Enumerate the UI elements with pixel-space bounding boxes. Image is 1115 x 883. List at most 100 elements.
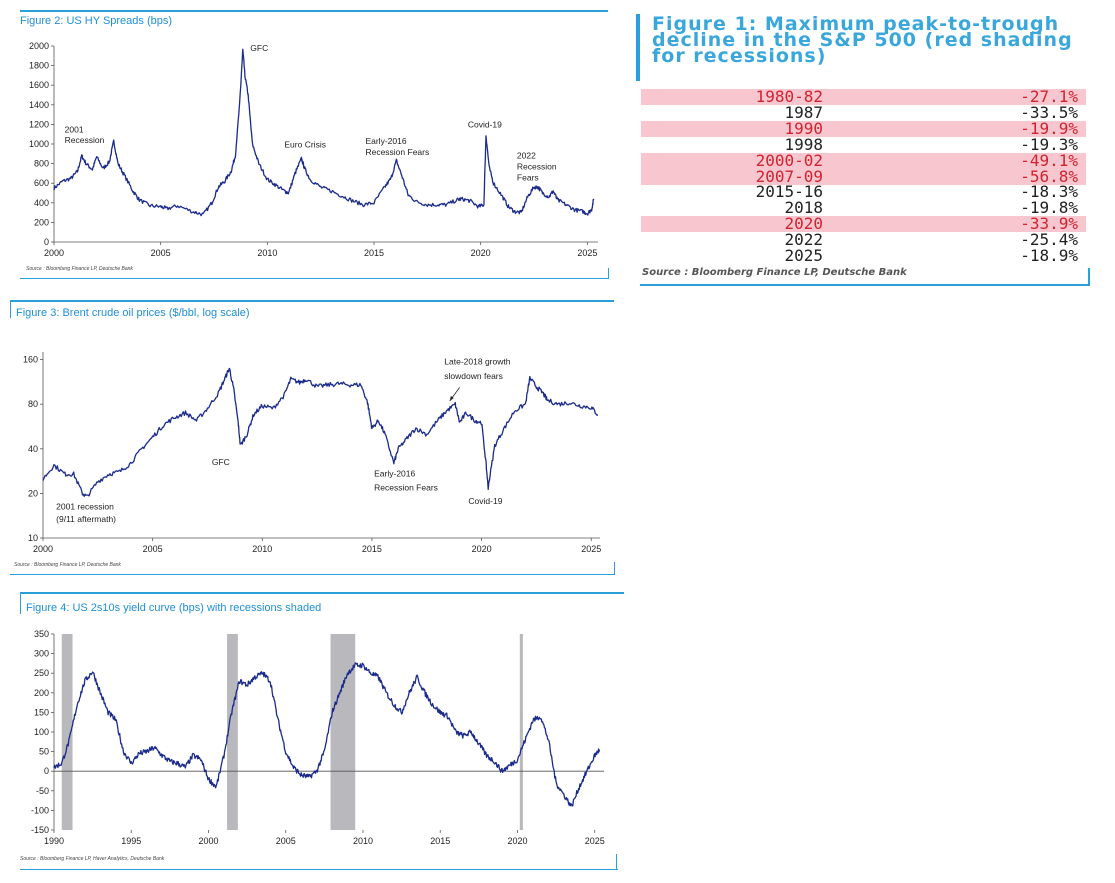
table-cell-decline: -27.1% bbox=[1020, 87, 1078, 106]
figure2-series-line bbox=[53, 48, 595, 217]
figure2-annotation: Fears bbox=[517, 172, 539, 182]
table-cell-year: 2007-09 bbox=[755, 166, 823, 186]
figure4-source: Source : Bloomberg Finance LP, Haver Ana… bbox=[20, 856, 165, 862]
table-row: 2025 -18.9% bbox=[641, 248, 1086, 264]
figure2-y-tick-label: 1800 bbox=[29, 61, 49, 71]
table-cell-decline: -19.3% bbox=[1020, 134, 1078, 154]
figure2-annotation: GFC bbox=[250, 43, 268, 53]
figure4-x-tick-label: 2020 bbox=[507, 836, 527, 846]
figure4-y-tick-label: 50 bbox=[39, 747, 49, 757]
figure2-annotation: Recession bbox=[517, 161, 557, 171]
figure2-annotation: Euro Crisis bbox=[284, 139, 326, 149]
figure1-side-rule bbox=[1088, 268, 1090, 286]
figure4-recession-band bbox=[519, 634, 523, 830]
figure3-x-tick-label: 2020 bbox=[472, 544, 492, 554]
table-cell-year: 2000-02 bbox=[755, 150, 823, 170]
table-row: 1987 -33.5% bbox=[641, 102, 1086, 122]
figure2-x-tick-label: 2005 bbox=[151, 248, 171, 258]
table-row: 2007-09 -56.8% bbox=[641, 166, 1086, 186]
figure4-series-line bbox=[53, 662, 601, 807]
figure2-y-tick-label: 600 bbox=[34, 178, 49, 188]
figure4-bottom-rule bbox=[20, 869, 618, 870]
figure4-y-tick-label: 200 bbox=[34, 688, 49, 698]
figure2-annotation: 2022 bbox=[517, 151, 536, 161]
figure3-title: Figure 3: Brent crude oil prices ($/bbl,… bbox=[16, 307, 250, 319]
figure3-annotation: Covid-19 bbox=[468, 496, 502, 506]
table-cell-year: 2015-16 bbox=[755, 182, 823, 202]
figure3-x-tick-label: 2005 bbox=[143, 544, 163, 554]
figure3-x-tick-label: 2025 bbox=[581, 544, 601, 554]
table-cell-decline: -18.9% bbox=[1020, 246, 1078, 265]
figure3-x-tick-label: 2015 bbox=[362, 544, 382, 554]
figure4-y-tick-label: 100 bbox=[34, 727, 49, 737]
figure4-y-tick-label: -150 bbox=[31, 825, 49, 835]
figure3-annotation: 2001 recession bbox=[56, 501, 114, 511]
figure2-y-tick-label: 1400 bbox=[29, 100, 49, 110]
figure4-recession-band bbox=[330, 634, 356, 830]
figure3-y-tick-label: 10 bbox=[28, 533, 38, 543]
figure2-side-rule bbox=[608, 268, 609, 279]
figure2-panel: Figure 2: US HY Spreads (bps) 0 200 400 600… bbox=[20, 10, 610, 282]
figure3-annotation: Late-2018 growth bbox=[444, 357, 510, 367]
figure4-recession-band bbox=[227, 634, 238, 830]
table-cell-decline: -19.9% bbox=[1020, 118, 1078, 138]
table-row: 2018 -19.8% bbox=[641, 200, 1086, 216]
figure1-bottom-rule bbox=[640, 284, 1088, 286]
figure2-annotation: 2001 bbox=[65, 125, 84, 135]
figure4-x-tick-label: 2005 bbox=[276, 836, 296, 846]
figure3-x-tick-label: 2010 bbox=[252, 544, 272, 554]
figure4-y-tick-label: -100 bbox=[31, 805, 49, 815]
figure4-top-rule bbox=[20, 592, 624, 594]
table-cell-decline: -25.4% bbox=[1020, 230, 1078, 250]
figure3-y-tick-label: 20 bbox=[28, 488, 38, 498]
figure2-chart: 0 200 400 600 800 1000 1200 1400 1600 1800 2000 200… bbox=[29, 41, 598, 258]
figure4-x-tick-label: 1990 bbox=[44, 836, 64, 846]
figure1-source: Source : Bloomberg Finance LP, Deutsche … bbox=[642, 267, 907, 278]
figure3-bottom-rule bbox=[10, 574, 614, 575]
figure2-y-tick-label: 0 bbox=[44, 237, 49, 247]
table-cell-decline: -56.8% bbox=[1020, 166, 1078, 186]
figure4-x-tick-label: 2000 bbox=[198, 836, 218, 846]
table-row: 2015-16 -18.3% bbox=[641, 184, 1086, 200]
figure2-y-tick-label: 400 bbox=[34, 198, 49, 208]
figure3-series-line bbox=[42, 367, 599, 497]
figure4-y-tick-label: 250 bbox=[34, 668, 49, 678]
figure1-accent-bar bbox=[636, 14, 640, 81]
table-row: 1980-82 -27.1% bbox=[641, 89, 1086, 105]
figure4-title: Figure 4: US 2s10s yield curve (bps) wit… bbox=[26, 602, 322, 614]
table-cell-year: 1990 bbox=[784, 118, 823, 138]
table-cell-year: 2025 bbox=[784, 246, 823, 265]
figure2-y-tick-label: 2000 bbox=[29, 41, 49, 51]
figure2-annotation: Recession Fears bbox=[365, 147, 429, 157]
table-cell-year: 1980-82 bbox=[755, 87, 823, 106]
table-cell-decline: -18.3% bbox=[1020, 182, 1078, 202]
figure4-y-tick-label: 350 bbox=[34, 629, 49, 639]
figure3-side-rule bbox=[614, 562, 615, 575]
table-cell-decline: -33.5% bbox=[1020, 102, 1078, 122]
figure2-annotation: Covid-19 bbox=[468, 119, 502, 129]
figure2-x-tick-label: 2000 bbox=[44, 248, 64, 258]
figure4-y-tick-label: 300 bbox=[34, 649, 49, 659]
table-row: 2022 -25.4% bbox=[641, 232, 1086, 248]
figure4-y-tick-label: 0 bbox=[44, 766, 49, 776]
figure4-y-tick-label: -50 bbox=[36, 786, 49, 796]
figure2-x-tick-label: 2015 bbox=[364, 248, 384, 258]
figure3-panel: Figure 3: Brent crude oil prices ($/bbl,… bbox=[10, 300, 622, 582]
figure3-left-rule bbox=[10, 300, 11, 318]
figure4-x-tick-label: 2010 bbox=[353, 836, 373, 846]
figure2-y-tick-label: 200 bbox=[34, 217, 49, 227]
figure3-source: Source : Bloomberg Finance LP, Deutsche … bbox=[14, 562, 121, 568]
figure3-annotation: (9/11 aftermath) bbox=[56, 514, 116, 524]
figure4-x-tick-label: 2015 bbox=[430, 836, 450, 846]
figure2-source: Source : Bloomberg Finance LP, Deutsche … bbox=[26, 266, 133, 272]
figure4-x-tick-label: 2025 bbox=[585, 836, 605, 846]
figure3-annotation: Recession Fears bbox=[374, 482, 438, 492]
figure2-annotation: Recession bbox=[65, 135, 105, 145]
figure2-y-tick-label: 800 bbox=[34, 159, 49, 169]
figure3-y-tick-label: 40 bbox=[28, 444, 38, 454]
figure2-y-tick-label: 1000 bbox=[29, 139, 49, 149]
figure2-x-tick-label: 2025 bbox=[577, 248, 597, 258]
figure2-y-tick-label: 1200 bbox=[29, 119, 49, 129]
figure3-x-tick-label: 2000 bbox=[33, 544, 53, 554]
table-cell-year: 2018 bbox=[784, 198, 823, 218]
